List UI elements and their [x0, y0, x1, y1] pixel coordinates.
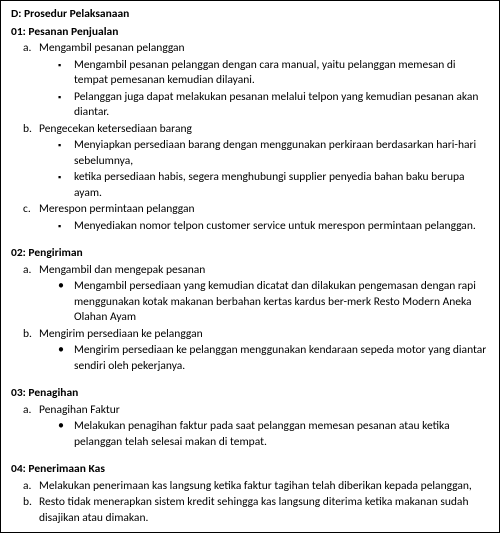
- alpha-marker: c.: [23, 202, 31, 218]
- alpha-item: b.Resto tidak menerapkan sistem kredit s…: [39, 495, 489, 526]
- alpha-marker: b.: [23, 122, 32, 138]
- sections-container: 01: Pesanan Penjualana.Mengambil pesanan…: [11, 25, 489, 527]
- section-title: 02: Pengiriman: [11, 246, 489, 262]
- alpha-item: b.Pengecekan ketersediaan barangMenyiapk…: [39, 122, 489, 202]
- alpha-list: a. Mengambil pesanan pelanggan Mengambil p…: [11, 41, 489, 234]
- alpha-item: c.Merespon permintaan pelangganMenyediak…: [39, 202, 489, 234]
- sub-list: Melakukan penagihan faktur pada saat pel…: [39, 419, 489, 450]
- alpha-item: a.Mengambil pesanan pelangganMengambil p…: [39, 41, 489, 121]
- sub-list: Mengambil persediaan yang kemudian dicat…: [39, 279, 489, 326]
- alpha-marker: a.: [23, 403, 31, 419]
- alpha-item-text: Merespon permintaan pelanggan: [39, 202, 195, 216]
- section-title: 03: Penagihan: [11, 386, 489, 402]
- sub-list: Mengambil pesanan pelanggan dengan cara …: [39, 58, 489, 121]
- alpha-item-text: Penagihan Faktur: [39, 403, 120, 417]
- section-title: 01: Pesanan Penjualan: [11, 25, 489, 41]
- alpha-marker: a.: [23, 479, 31, 495]
- document-frame: D: Prosedur Pelaksanaan 01: Pesanan Penj…: [0, 0, 500, 533]
- sub-item: Mengambil pesanan pelanggan dengan cara …: [74, 58, 489, 89]
- alpha-list: a. Mengambil dan mengepak pesanan Mengambi…: [11, 263, 489, 375]
- sub-item: ketika persediaan habis, segera menghubu…: [74, 170, 489, 201]
- alpha-marker: a.: [23, 41, 31, 57]
- alpha-item-text: Resto tidak menerapkan sistem kredit seh…: [39, 495, 469, 525]
- sub-list: Menyediakan nomor telpon customer servic…: [39, 219, 489, 235]
- sub-item: Mengambil persediaan yang kemudian dicat…: [74, 279, 489, 326]
- alpha-item-text: Pengecekan ketersediaan barang: [39, 122, 192, 136]
- document-title: D: Prosedur Pelaksanaan: [11, 7, 489, 23]
- alpha-item: b.Mengirim persediaan ke pelangganMengir…: [39, 327, 489, 375]
- alpha-item-text: Mengirim persediaan ke pelanggan: [39, 327, 203, 341]
- sub-item: Pelanggan juga dapat melakukan pesanan m…: [74, 90, 489, 121]
- alpha-marker: b.: [23, 495, 32, 511]
- alpha-marker: b.: [23, 327, 32, 343]
- alpha-list: a. Melakukan penerimaan kas langsung keti…: [11, 479, 489, 527]
- alpha-item: a.Penagihan FakturMelakukan penagihan fa…: [39, 403, 489, 451]
- section-title: 04: Penerimaan Kas: [11, 462, 489, 478]
- sub-item: Melakukan penagihan faktur pada saat pel…: [74, 419, 489, 450]
- alpha-item: a.Mengambil dan mengepak pesananMengambi…: [39, 263, 489, 326]
- alpha-item-text: Mengambil pesanan pelanggan: [39, 41, 185, 55]
- alpha-item-text: Melakukan penerimaan kas langsung ketika…: [39, 479, 472, 493]
- alpha-item: a.Melakukan penerimaan kas langsung keti…: [39, 479, 489, 495]
- sub-list: Menyiapkan persediaan barang dengan meng…: [39, 138, 489, 201]
- sub-list: Mengirim persediaan ke pelanggan menggun…: [39, 343, 489, 374]
- sub-item: Menyiapkan persediaan barang dengan meng…: [74, 138, 489, 169]
- alpha-marker: a.: [23, 263, 31, 279]
- sub-item: Mengirim persediaan ke pelanggan menggun…: [74, 343, 489, 374]
- alpha-list: a. Penagihan Faktur Melakukan penagihan fa…: [11, 403, 489, 451]
- sub-item: Menyediakan nomor telpon customer servic…: [74, 219, 489, 235]
- alpha-item-text: Mengambil dan mengepak pesanan: [39, 263, 205, 277]
